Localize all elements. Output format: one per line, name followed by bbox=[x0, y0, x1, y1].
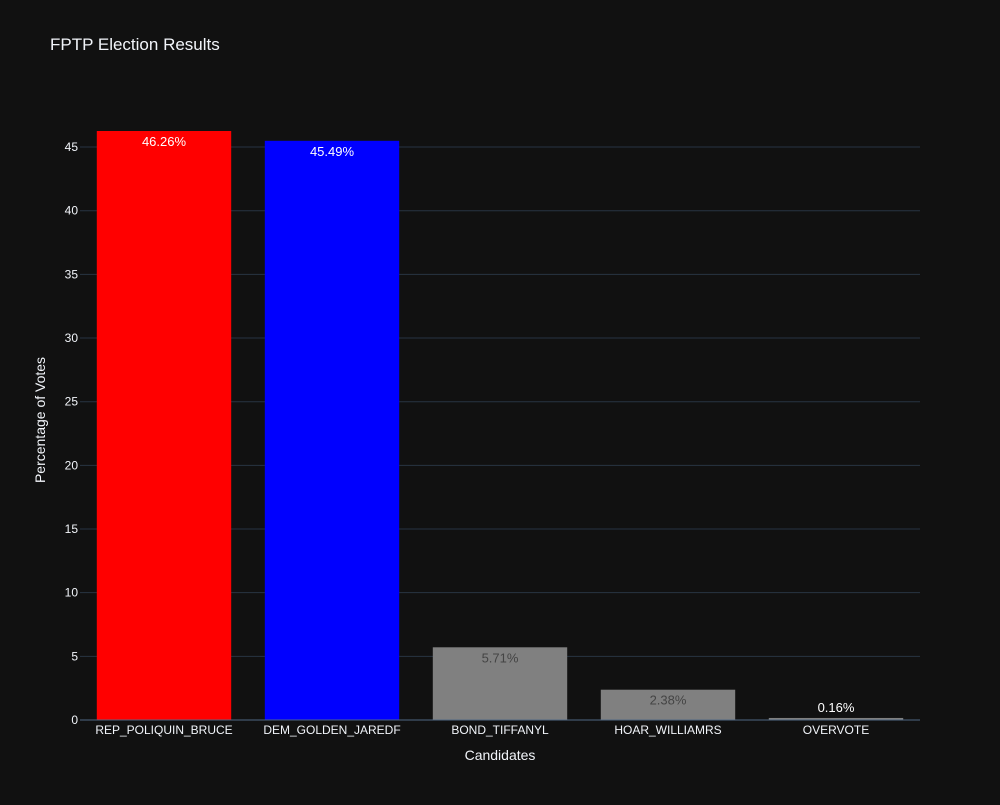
y-tick-label: 30 bbox=[65, 331, 79, 345]
bar bbox=[432, 647, 568, 720]
bar bbox=[600, 689, 736, 720]
data-label: 0.16% bbox=[818, 700, 855, 715]
x-tick-label: BOND_TIFFANYL bbox=[451, 723, 549, 737]
y-tick-label: 25 bbox=[65, 395, 79, 409]
bars bbox=[96, 131, 904, 720]
y-tick-label: 20 bbox=[65, 458, 79, 472]
data-labels: 46.26% 45.49% 5.71% 2.38% 0.16% bbox=[142, 134, 855, 715]
data-label: 46.26% bbox=[142, 134, 187, 149]
y-tick-label: 10 bbox=[65, 586, 79, 600]
y-tick-label: 35 bbox=[65, 267, 79, 281]
x-tick-label: HOAR_WILLIAMRS bbox=[614, 723, 721, 737]
bar bbox=[96, 131, 232, 720]
x-axis-ticks: REP_POLIQUIN_BRUCE DEM_GOLDEN_JAREDF BOND_… bbox=[95, 723, 869, 737]
chart-title: FPTP Election Results bbox=[50, 35, 220, 54]
y-axis-ticks: 0 5 10 15 20 25 30 35 40 45 bbox=[65, 140, 79, 727]
y-tick-label: 40 bbox=[65, 204, 79, 218]
y-tick-label: 45 bbox=[65, 140, 79, 154]
x-tick-label: DEM_GOLDEN_JAREDF bbox=[263, 723, 400, 737]
x-axis-title: Candidates bbox=[465, 747, 536, 763]
data-label: 2.38% bbox=[650, 693, 687, 708]
y-tick-label: 0 bbox=[71, 713, 78, 727]
bar bbox=[768, 717, 904, 720]
y-tick-label: 15 bbox=[65, 522, 79, 536]
y-tick-label: 5 bbox=[71, 649, 78, 663]
x-tick-label: REP_POLIQUIN_BRUCE bbox=[95, 723, 232, 737]
data-label: 45.49% bbox=[310, 144, 355, 159]
data-label: 5.71% bbox=[482, 650, 519, 665]
bar bbox=[264, 140, 400, 720]
x-tick-label: OVERVOTE bbox=[803, 723, 869, 737]
y-axis-title: Percentage of Votes bbox=[32, 357, 48, 483]
